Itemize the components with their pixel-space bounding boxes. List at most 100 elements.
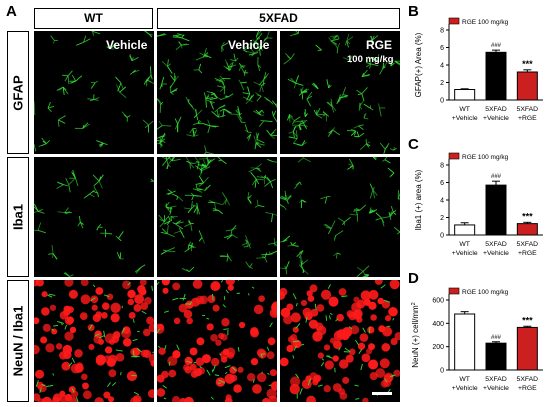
glial-process: [90, 82, 96, 89]
glial-process: [280, 196, 288, 201]
glial-process: [238, 62, 242, 67]
glial-process: [78, 216, 81, 223]
neuron-cell: [280, 357, 289, 367]
neuron-cell: [158, 347, 166, 355]
microglia-process: [295, 302, 298, 307]
glial-process: [167, 59, 169, 67]
glial-process: [92, 31, 94, 36]
glial-process: [238, 65, 242, 72]
x-tick-label: +Vehicle: [483, 115, 509, 122]
microglia-process: [354, 384, 359, 387]
glial-process: [64, 272, 70, 277]
glial-process: [316, 108, 321, 116]
glial-process: [237, 114, 242, 123]
glial-process: [224, 59, 229, 68]
glial-process: [265, 98, 270, 102]
neuron-cell: [148, 323, 154, 333]
glial-process: [219, 96, 229, 101]
glial-process: [270, 128, 277, 136]
glial-process: [202, 52, 209, 58]
glial-process: [251, 178, 257, 186]
glial-process: [384, 159, 391, 164]
glial-process: [57, 119, 60, 127]
glial-process: [264, 252, 268, 258]
glial-process: [326, 114, 330, 117]
microglia-process: [193, 361, 197, 364]
microglia-process: [137, 330, 140, 333]
glial-process: [342, 87, 347, 95]
glial-process: [244, 71, 249, 74]
glial-process: [261, 256, 266, 259]
neuron-cell: [55, 343, 63, 350]
neuron-cell: [201, 354, 211, 364]
glial-process: [361, 74, 371, 77]
tile-label-vehicle-5xfad: Vehicle: [228, 38, 270, 52]
glial-process: [209, 101, 215, 110]
bar: [454, 89, 476, 101]
glial-process: [212, 208, 219, 211]
neuron-cell: [267, 337, 276, 346]
x-tick-label: +RGE: [518, 385, 537, 392]
glial-process: [261, 109, 265, 114]
glial-process: [69, 274, 74, 277]
glial-process: [242, 92, 250, 95]
microglia-process: [248, 293, 250, 296]
glial-process: [337, 42, 341, 49]
glial-process: [210, 93, 215, 96]
glial-process: [197, 164, 207, 167]
glial-process: [132, 69, 140, 73]
glial-process: [206, 158, 209, 166]
glial-process: [96, 140, 104, 144]
neuron-cell: [40, 336, 48, 344]
glial-process: [357, 267, 364, 272]
microglia-process: [224, 365, 231, 369]
glial-process: [338, 94, 344, 102]
glial-process: [193, 129, 198, 137]
neuron-cell: [94, 397, 104, 402]
glial-process: [280, 267, 287, 270]
glial-process: [89, 193, 95, 198]
neuron-cell: [212, 304, 220, 312]
glial-process: [47, 105, 55, 109]
glial-process: [294, 120, 303, 123]
glial-process: [207, 125, 211, 134]
neuron-cell: [138, 289, 146, 296]
glial-process: [214, 202, 223, 206]
glial-process: [287, 56, 291, 60]
microglia-process: [225, 289, 229, 294]
glial-process: [92, 174, 100, 182]
glial-process: [368, 207, 372, 214]
glial-process: [210, 100, 215, 104]
neuron-cell: [127, 298, 135, 306]
neuron-cell: [221, 318, 230, 327]
microglia-process: [182, 293, 186, 301]
glial-process: [226, 256, 229, 262]
glial-process: [238, 114, 241, 118]
glial-process: [393, 226, 400, 233]
glial-process: [301, 140, 306, 146]
glial-process: [368, 56, 371, 64]
bar: [485, 184, 507, 236]
microglia-process: [231, 366, 237, 372]
glial-process: [203, 92, 207, 99]
glial-process: [335, 230, 344, 236]
neuron-cell: [146, 316, 154, 325]
neuron-cell: [338, 288, 347, 296]
neuron-cell: [324, 360, 334, 370]
glial-process: [37, 229, 46, 234]
microglia-process: [391, 374, 394, 378]
glial-process: [249, 263, 253, 268]
glial-process: [205, 98, 207, 108]
glial-process: [263, 73, 269, 80]
glial-process: [219, 87, 225, 92]
x-tick-label: WT: [459, 106, 470, 113]
glial-process: [295, 82, 304, 86]
glial-process: [294, 116, 301, 122]
glial-process: [335, 252, 338, 259]
header-wt: WT: [34, 8, 153, 29]
glial-process: [280, 241, 283, 243]
glial-process: [283, 58, 291, 65]
glial-process: [282, 239, 287, 243]
neuron-cell: [140, 302, 149, 310]
bar: [485, 51, 507, 101]
